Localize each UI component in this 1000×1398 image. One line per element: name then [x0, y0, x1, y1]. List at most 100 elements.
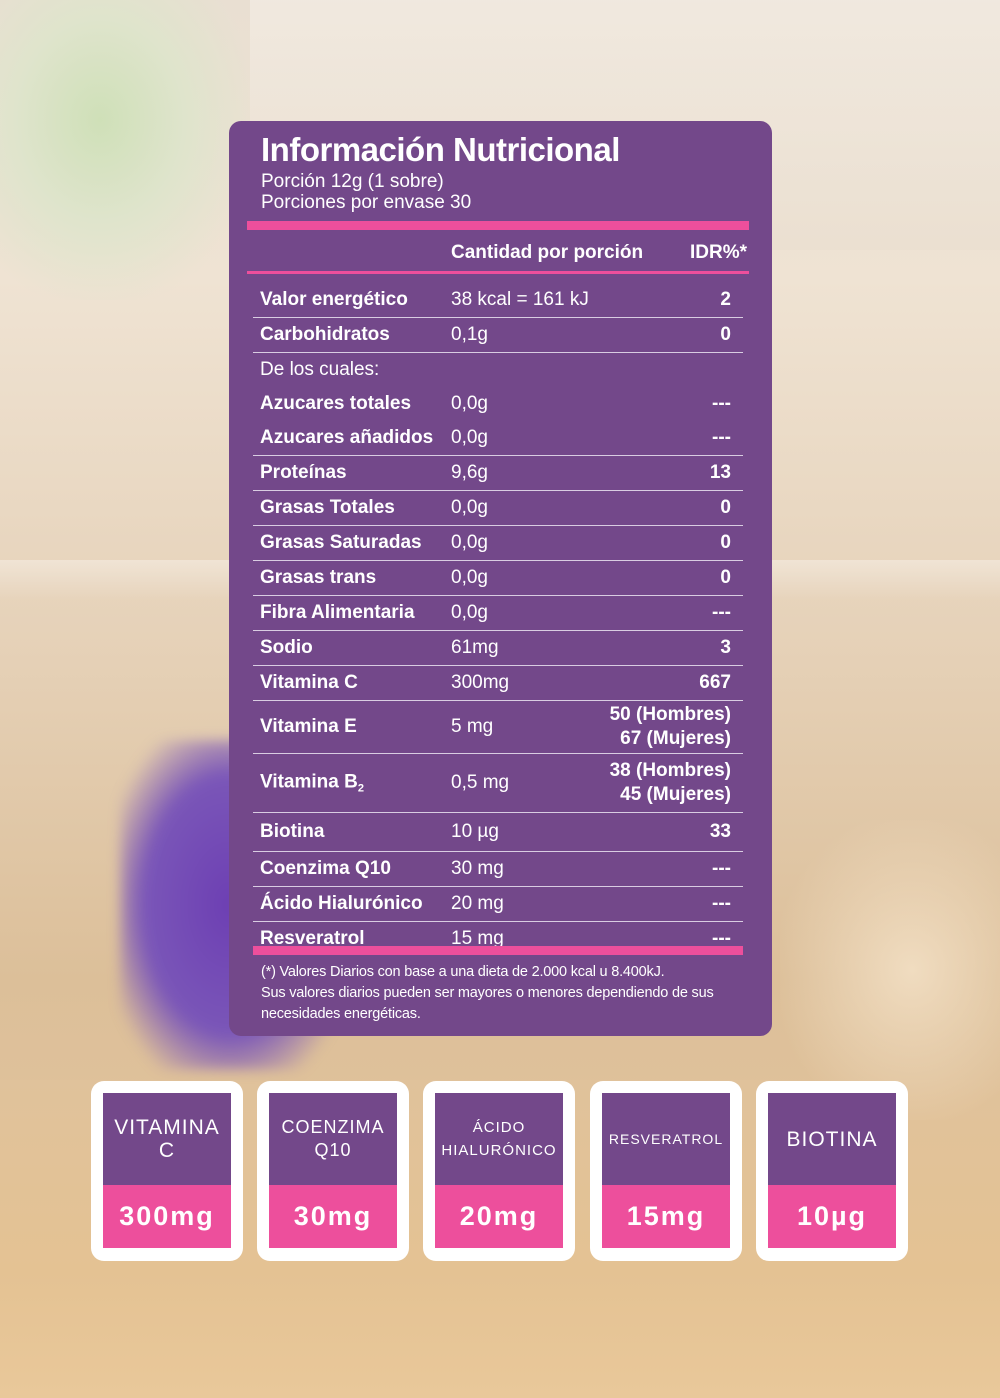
idr-women: 45 (Mujeres) [620, 784, 731, 805]
nutrient-quantity: 300mg [451, 672, 510, 693]
table-row: Vitamina C 300mg 667 [253, 666, 743, 701]
nutrient-name: Fibra Alimentaria [260, 602, 415, 623]
nutrient-quantity: 0,0g [451, 567, 488, 588]
nutrient-idr: --- [712, 393, 731, 414]
highlight-cards: VITAMINA C 300mg COENZIMA Q10 30mg ÁCIDO HI… [91, 1081, 911, 1261]
nutrient-idr: --- [712, 602, 731, 623]
background-blur-right [780, 820, 1000, 1120]
nutrient-name: Vitamina C [260, 672, 358, 693]
card-value: 20mg [435, 1185, 563, 1248]
servings-per-container: Porciones por envase 30 [261, 192, 472, 213]
idr-men: 50 (Hombres) [609, 704, 731, 725]
table-row: Fibra Alimentaria 0,0g --- [253, 596, 743, 631]
card-value: 15mg [602, 1185, 730, 1248]
nutrient-idr: 0 [720, 324, 731, 345]
table-row: Sodio 61mg 3 [253, 631, 743, 666]
card-value: 300mg [103, 1185, 231, 1248]
nutrient-quantity: 5 mg [451, 716, 494, 737]
nutrient-name: Vitamina B2 [260, 771, 364, 795]
nutrient-idr: 0 [720, 532, 731, 553]
table-row: Vitamina E 5 mg 50 (Hombres) 67 (Mujeres… [253, 701, 743, 754]
nutrient-quantity: 0,0g [451, 393, 488, 414]
nutrient-idr: --- [712, 858, 731, 879]
nutrient-subheading: De los cuales: [260, 359, 380, 380]
nutrient-name: Resveratrol [260, 928, 365, 949]
nutrient-quantity: 15 mg [451, 928, 504, 949]
table-row: Ácido Hialurónico 20 mg --- [253, 887, 743, 922]
card-biotin: BIOTINA 10µg [756, 1081, 908, 1261]
card-label: COENZIMA Q10 [269, 1093, 397, 1185]
nutrient-idr: 0 [720, 567, 731, 588]
footnote: (*) Valores Diarios con base a una dieta… [261, 962, 741, 1025]
table-row: Valor energético 38 kcal = 161 kJ 2 [253, 283, 743, 318]
nutrient-name: Azucares totales [260, 393, 412, 414]
nutrient-name: Biotina [260, 821, 325, 842]
idr-men: 38 (Hombres) [609, 760, 731, 781]
nutrient-name: Sodio [260, 637, 313, 658]
card-resveratrol: RESVERATROL 15mg [590, 1081, 742, 1261]
table-row: Coenzima Q10 30 mg --- [253, 852, 743, 887]
card-label: BIOTINA [768, 1093, 896, 1185]
card-label: VITAMINA C [103, 1093, 231, 1185]
footnote-line: Sus valores diarios pueden ser mayores o… [261, 985, 714, 1001]
nutrient-idr: 667 [699, 672, 731, 693]
nutrient-idr: --- [712, 427, 731, 448]
panel-title: Información Nutricional [261, 131, 620, 168]
subscript: 2 [357, 782, 364, 795]
table-row: Azucares añadidos 0,0g --- [253, 421, 743, 456]
table-row: Grasas trans 0,0g 0 [253, 561, 743, 596]
nutrient-name: Azucares añadidos [260, 427, 434, 448]
nutrient-name: Grasas Totales [260, 497, 395, 518]
nutrient-name: Valor energético [260, 289, 408, 310]
nutrient-idr: 33 [709, 821, 731, 842]
nutrient-name: Grasas trans [260, 567, 377, 588]
nutrient-quantity: 10 µg [451, 821, 499, 842]
table-row: Biotina 10 µg 33 [253, 813, 743, 852]
nutrition-table: Valor energético 38 kcal = 161 kJ 2 Carb… [253, 283, 743, 956]
header-divider-bottom [247, 271, 749, 274]
card-vitamin-c: VITAMINA C 300mg [91, 1081, 243, 1261]
nutrient-idr: 3 [720, 637, 731, 658]
footer-divider [253, 946, 743, 955]
nutrient-quantity: 61mg [451, 637, 499, 658]
nutrient-name: Ácido Hialurónico [260, 893, 423, 914]
column-header-quantity: Cantidad por porción [451, 242, 644, 263]
nutrient-name: Proteínas [260, 462, 347, 483]
nutrient-quantity: 38 kcal = 161 kJ [451, 289, 589, 310]
nutrient-idr: 50 (Hombres) 67 (Mujeres) [610, 703, 731, 751]
table-row: Carbohidratos 0,1g 0 [253, 318, 743, 353]
table-row: Proteínas 9,6g 13 [253, 456, 743, 491]
table-row: Grasas Totales 0,0g 0 [253, 491, 743, 526]
nutrient-name: Vitamina E [260, 716, 357, 737]
footnote-line: (*) Valores Diarios con base a una dieta… [261, 964, 665, 980]
nutrient-quantity: 20 mg [451, 893, 504, 914]
card-label: ÁCIDO HIALURÓNICO [435, 1093, 563, 1185]
nutrient-quantity: 0,0g [451, 497, 488, 518]
nutrient-quantity: 0,0g [451, 532, 488, 553]
table-row: Resveratrol 15 mg --- [253, 922, 743, 956]
serving-size: Porción 12g (1 sobre) [261, 171, 444, 192]
nutrient-idr: --- [712, 893, 731, 914]
nutrient-quantity: 30 mg [451, 858, 504, 879]
card-value: 30mg [269, 1185, 397, 1248]
nutrient-idr: 0 [720, 497, 731, 518]
table-row: Vitamina B2 0,5 mg 38 (Hombres) 45 (Muje… [253, 754, 743, 813]
card-coenzyme-q10: COENZIMA Q10 30mg [257, 1081, 409, 1261]
nutrient-name: Grasas Saturadas [260, 532, 422, 553]
card-hyaluronic-acid: ÁCIDO HIALURÓNICO 20mg [423, 1081, 575, 1261]
card-label: RESVERATROL [602, 1093, 730, 1185]
table-row: De los cuales: [253, 353, 743, 387]
nutrient-quantity: 0,0g [451, 427, 488, 448]
nutrient-idr: 13 [709, 462, 731, 483]
idr-women: 67 (Mujeres) [620, 728, 731, 749]
table-row: Azucares totales 0,0g --- [253, 387, 743, 421]
header-divider-top [247, 221, 749, 230]
table-row: Grasas Saturadas 0,0g 0 [253, 526, 743, 561]
nutrient-name: Carbohidratos [260, 324, 390, 345]
nutrient-quantity: 0,5 mg [451, 772, 510, 793]
footnote-line: necesidades energéticas. [261, 1006, 421, 1022]
card-value: 10µg [768, 1185, 896, 1248]
nutrient-quantity: 0,0g [451, 602, 488, 623]
nutrient-idr: 38 (Hombres) 45 (Mujeres) [610, 759, 731, 807]
nutrient-quantity: 0,1g [451, 324, 488, 345]
